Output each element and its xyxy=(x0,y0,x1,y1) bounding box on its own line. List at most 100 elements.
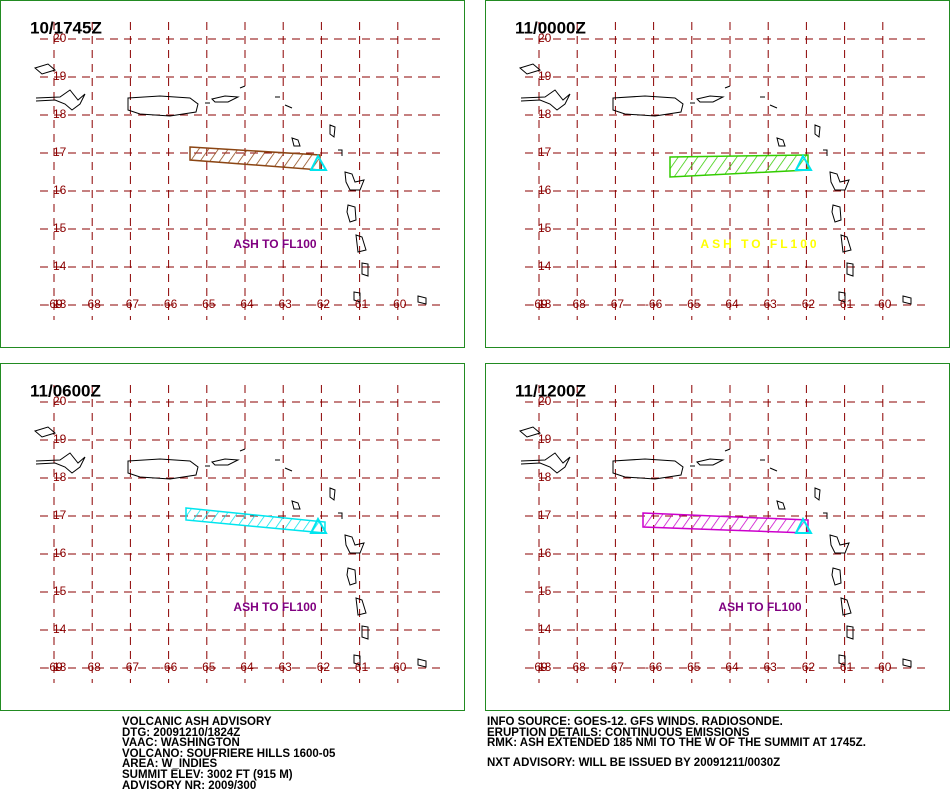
lon-label: -66 xyxy=(160,297,178,311)
advisory-line: ADVISORY NR: 2009/300 xyxy=(122,779,257,792)
lon-label: -62 xyxy=(798,660,816,674)
lat-label: 18 xyxy=(538,107,552,121)
lat-label: 14 xyxy=(53,259,67,273)
lat-label: 13 xyxy=(538,297,552,311)
lat-label: 14 xyxy=(538,259,552,273)
lon-label: -66 xyxy=(645,660,663,674)
coastline xyxy=(829,171,850,191)
advisory-line: INFO SOURCE: GOES-12. GFS WINDS. RADIOSO… xyxy=(487,716,783,728)
map-panel: 13 14 15 16 17 18 19 20 -69 -68 -67 -66 -65 -64 -63 -62… xyxy=(0,0,465,348)
coastline xyxy=(696,458,725,466)
lat-label: 20 xyxy=(53,31,67,45)
lat-label: 19 xyxy=(538,432,552,446)
lon-label: -60 xyxy=(874,660,892,674)
coastline xyxy=(518,63,542,75)
coastline xyxy=(520,89,571,111)
map-panel: 13 14 15 16 17 18 19 20 -69 -68 -67 -66 -65 -64 -63 -62… xyxy=(485,0,950,348)
lat-label: 14 xyxy=(53,622,67,636)
advisory-line: AREA: W_INDIES xyxy=(122,758,218,771)
lon-label: -62 xyxy=(313,660,331,674)
coastline xyxy=(724,448,731,452)
lon-label: -60 xyxy=(389,297,407,311)
volcano-marker xyxy=(309,153,328,171)
lon-label: -68 xyxy=(84,660,102,674)
coastline xyxy=(353,291,361,303)
advisory-line: DTG: 20091210/1824Z xyxy=(122,726,241,739)
lat-label: 16 xyxy=(538,183,552,197)
ash-label: ASH TO FL100 xyxy=(700,237,819,251)
coastline xyxy=(831,567,842,586)
lon-label: -65 xyxy=(198,297,216,311)
coastline xyxy=(329,124,336,138)
coastline xyxy=(127,95,199,117)
lat-label: 13 xyxy=(538,660,552,674)
lon-label: -61 xyxy=(836,660,854,674)
coastline xyxy=(355,234,367,253)
coastline xyxy=(284,104,293,109)
advisory-left: VOLCANIC ASH ADVISORY DTG: 20091210/1824Z… xyxy=(122,716,336,792)
coastline xyxy=(814,487,821,501)
lat-label: 15 xyxy=(538,584,552,598)
lat-label: 18 xyxy=(538,470,552,484)
coastline xyxy=(211,458,240,466)
coastline xyxy=(518,426,542,438)
coastline xyxy=(353,654,361,666)
coastline xyxy=(902,658,912,668)
lon-label: -69 xyxy=(45,660,63,674)
lat-label: 19 xyxy=(538,69,552,83)
coastline xyxy=(338,149,343,156)
coastline xyxy=(355,597,367,616)
panel-border xyxy=(0,363,465,711)
coastline xyxy=(776,137,786,147)
panel-border xyxy=(485,363,950,711)
coastline xyxy=(823,149,828,156)
coastline xyxy=(612,95,684,117)
lon-label: -66 xyxy=(160,660,178,674)
map-panels: 13 14 15 16 17 18 19 20 -69 -68 -67 -66 -65 -64 -63 -62… xyxy=(0,0,950,711)
lon-label: -67 xyxy=(607,297,625,311)
lon-label: -60 xyxy=(389,660,407,674)
map-panel: 13 14 15 16 17 18 19 20 -69 -68 -67 -66 -65 -64 -63 -62… xyxy=(0,363,465,711)
lat-label: 13 xyxy=(53,297,67,311)
coastline xyxy=(33,63,57,75)
coastline xyxy=(902,295,912,305)
lon-label: -62 xyxy=(313,297,331,311)
coastline xyxy=(35,89,86,111)
advisory-line: ERUPTION DETAILS: CONTINUOUS EMISSIONS xyxy=(487,726,750,739)
coastline xyxy=(127,458,199,480)
lat-label: 18 xyxy=(53,470,67,484)
lat-label: 17 xyxy=(53,145,67,159)
panel-border xyxy=(0,0,465,348)
lon-label: -68 xyxy=(569,297,587,311)
coastline xyxy=(776,500,786,510)
coastline xyxy=(612,458,684,480)
lon-label: -63 xyxy=(760,660,778,674)
coastline xyxy=(769,104,778,109)
coastline xyxy=(239,85,246,89)
advisory-line: RMK: ASH EXTENDED 185 NMI TO THE W OF TH… xyxy=(487,737,866,750)
lat-label: 20 xyxy=(53,394,67,408)
advisory-line: VOLCANO: SOUFRIERE HILLS 1600-05 xyxy=(122,747,336,760)
panel-title: 11/0600Z xyxy=(30,381,101,400)
coastline xyxy=(33,426,57,438)
coastline xyxy=(239,448,246,452)
panel-title: 10/1745Z xyxy=(30,18,102,37)
lat-label: 18 xyxy=(53,107,67,121)
advisory-line: VOLCANIC ASH ADVISORY xyxy=(122,716,272,728)
coastline xyxy=(823,512,828,519)
lon-label: -61 xyxy=(351,297,369,311)
coastline xyxy=(838,291,846,303)
coastline xyxy=(724,85,731,89)
lat-label: 15 xyxy=(538,221,552,235)
coastline xyxy=(211,95,240,103)
lat-label: 16 xyxy=(538,546,552,560)
lon-label: -69 xyxy=(45,297,63,311)
coastline xyxy=(361,625,369,640)
coastline xyxy=(417,658,427,668)
coastline xyxy=(35,452,86,474)
coastline xyxy=(769,467,778,472)
lon-label: -61 xyxy=(836,297,854,311)
lon-label: -61 xyxy=(351,660,369,674)
coastline xyxy=(838,654,846,666)
